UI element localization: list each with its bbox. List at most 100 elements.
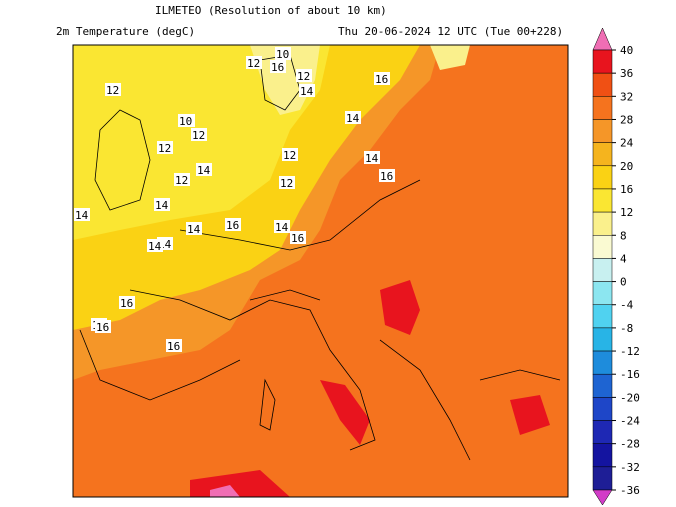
contour-label-bg (225, 218, 241, 231)
colorbar-swatch (592, 235, 613, 259)
cool-region (73, 45, 330, 240)
contour-label-bg (290, 231, 306, 244)
colorbar-label: 24 (620, 137, 634, 150)
colorbar-label: 0 (620, 276, 627, 289)
colorbar-swatch (592, 49, 613, 74)
contour-label: 16 (226, 219, 239, 232)
colorbar-bottom (592, 489, 613, 506)
colorbar-swatch (592, 304, 613, 329)
colorbar-swatch (592, 327, 613, 352)
map (72, 44, 569, 498)
colorbar-swatch (592, 258, 613, 282)
contour-label-bg (191, 128, 207, 141)
colorbar-swatch (592, 443, 613, 468)
contour-label-bg (279, 176, 295, 189)
subtitle: 2m Temperature (degC) (56, 25, 195, 38)
colorbar-label: -4 (620, 299, 634, 312)
contour-label: 14 (197, 164, 211, 177)
contour-label: 12 (283, 149, 296, 162)
colorbar-label: -8 (620, 322, 633, 335)
contour-label-bg (95, 320, 111, 333)
colorbar-swatch (592, 281, 613, 305)
colorbar-swatch (592, 72, 613, 97)
contour-label: 12 (280, 177, 293, 190)
contour-label: 14 (365, 152, 379, 165)
contour-label: 16 (120, 297, 133, 310)
colorbar-swatch (592, 350, 613, 375)
contour-label-bg (157, 141, 173, 154)
contour-label: 10 (179, 115, 192, 128)
contour-label-bg (174, 173, 190, 186)
contour-label-bg (178, 114, 194, 127)
contour-label-bg (119, 296, 135, 309)
colorbar-label: 20 (620, 160, 633, 173)
contour-label-bg (196, 163, 212, 176)
coastlines (79, 54, 561, 461)
contour-label-bg (147, 239, 163, 252)
contour-label-bg (374, 72, 390, 85)
contour-label: 12 (192, 129, 205, 142)
colorbar-label: 40 (620, 44, 633, 57)
hot-spot (510, 395, 550, 435)
contour-label: 10 (276, 48, 289, 61)
contour-label: 12 (175, 174, 188, 187)
contour-label: 16 (291, 232, 304, 245)
contour-label-bg (74, 208, 90, 221)
contour-label: 14 (148, 240, 162, 253)
contour-label: 12 (297, 70, 310, 83)
contour-label: 14 (187, 223, 201, 236)
colorbar-label: -12 (620, 345, 640, 358)
colorbar-label: -28 (620, 438, 640, 451)
colorbar-label: 36 (620, 67, 633, 80)
date: Thu 20-06-2024 12 UTC (Tue 00+228) (338, 25, 563, 38)
colorbar-swatch (592, 420, 613, 444)
contour-label-bg (270, 60, 286, 73)
colorbar-swatch (592, 397, 613, 421)
colorbar-label: 32 (620, 90, 633, 103)
contour-label: 14 (155, 199, 169, 212)
colorbar-label: -20 (620, 391, 640, 404)
colorbar-swatch (592, 165, 613, 190)
colorbar-label: 28 (620, 113, 633, 126)
colorbar-label: -32 (620, 461, 640, 474)
colorbar-label: -36 (620, 484, 640, 497)
hot-spot (210, 485, 240, 497)
colorbar-swatch (592, 466, 613, 491)
contour-label-bg (282, 148, 298, 161)
cold-region (430, 45, 470, 70)
contour-label-bg (166, 339, 182, 352)
cold-region (250, 45, 320, 115)
contour-label-bg (345, 111, 361, 124)
colorbar-label: -16 (620, 368, 640, 381)
contour-label: 12 (158, 142, 171, 155)
title: ILMETEO (Resolution of about 10 km) (155, 4, 387, 17)
contour-label-bg (186, 222, 202, 235)
contour-label: 16 (96, 321, 109, 334)
contour-label-bg (299, 84, 315, 97)
colorbar-label: -24 (620, 415, 640, 428)
colorbar-swatch (592, 373, 613, 398)
contour-label-bg (246, 56, 262, 69)
colorbar-swatch (592, 188, 613, 213)
contour-label-bg (274, 220, 290, 233)
contour-label: 16 (167, 340, 180, 353)
contour-label-bg (154, 198, 170, 211)
colorbar-label: 12 (620, 206, 633, 219)
map-frame (72, 44, 569, 498)
contour-label: 14 (275, 221, 289, 234)
contour-label: 16 (375, 73, 388, 86)
contour-label-bg (275, 47, 291, 60)
contour-label-bg (364, 151, 380, 164)
contour-label: 12 (106, 84, 119, 97)
contour-label: 12 (247, 57, 260, 70)
contour-label-bg (105, 83, 121, 96)
contour-label-bg (296, 69, 312, 82)
colorbar-label: 4 (620, 252, 627, 265)
contour-label: 14 (75, 209, 89, 222)
hot-spot (380, 280, 420, 335)
contour-label: 16 (271, 61, 284, 74)
colorbar-label: 16 (620, 183, 633, 196)
hot-spot (320, 380, 370, 445)
